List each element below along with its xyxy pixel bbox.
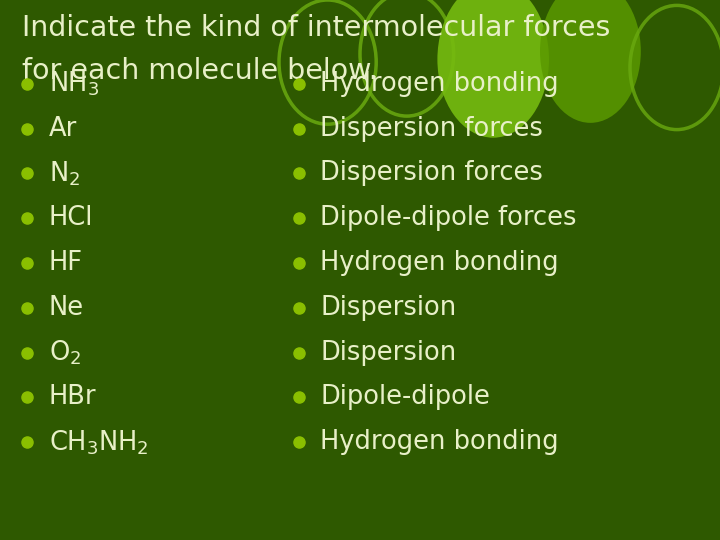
Text: Dipole-dipole forces: Dipole-dipole forces [320, 205, 577, 231]
Text: Dispersion: Dispersion [320, 295, 456, 321]
Text: Hydrogen bonding: Hydrogen bonding [320, 250, 559, 276]
Text: Hydrogen bonding: Hydrogen bonding [320, 71, 559, 97]
Text: Dipole-dipole: Dipole-dipole [320, 384, 490, 410]
Text: HBr: HBr [49, 384, 96, 410]
Ellipse shape [438, 0, 549, 138]
Text: Dispersion forces: Dispersion forces [320, 116, 544, 141]
Text: for each molecule below.: for each molecule below. [22, 57, 377, 85]
Text: HCl: HCl [49, 205, 94, 231]
Text: Ne: Ne [49, 295, 84, 321]
Text: CH$_3$NH$_2$: CH$_3$NH$_2$ [49, 428, 148, 456]
Text: Hydrogen bonding: Hydrogen bonding [320, 429, 559, 455]
Ellipse shape [540, 0, 641, 123]
Text: Ar: Ar [49, 116, 77, 141]
Text: Indicate the kind of intermolecular forces: Indicate the kind of intermolecular forc… [22, 14, 610, 42]
Text: Dispersion: Dispersion [320, 340, 456, 366]
Text: HF: HF [49, 250, 83, 276]
Text: Dispersion forces: Dispersion forces [320, 160, 544, 186]
Text: O$_2$: O$_2$ [49, 339, 81, 367]
Text: NH$_3$: NH$_3$ [49, 70, 99, 98]
Text: N$_2$: N$_2$ [49, 159, 80, 187]
